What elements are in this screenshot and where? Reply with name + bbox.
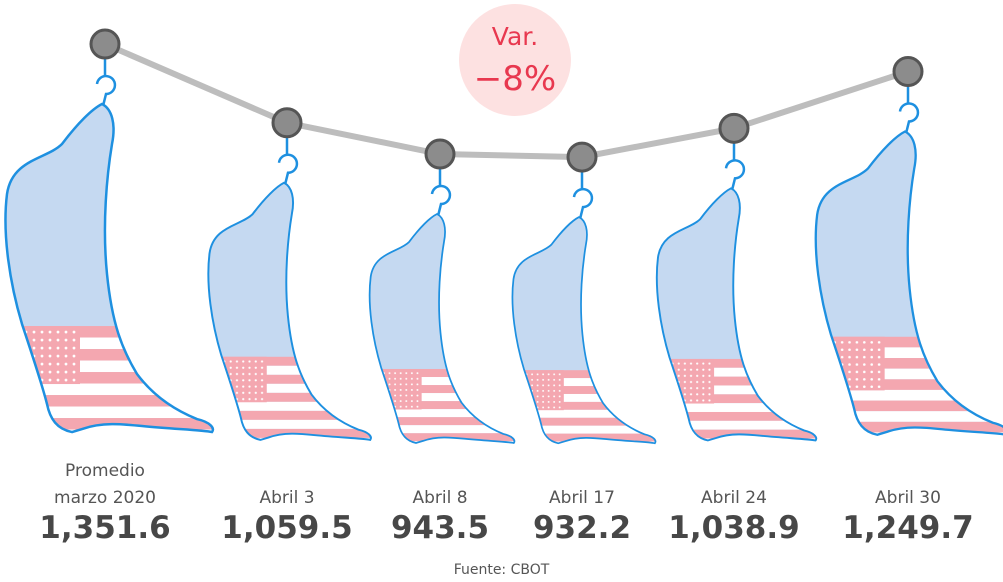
change-label: −8%	[474, 59, 556, 99]
hook	[277, 136, 299, 186]
flag-stripe	[208, 356, 371, 366]
flag-stripe	[815, 400, 1003, 412]
ham	[368, 213, 516, 444]
point	[892, 56, 924, 88]
flag-stripe	[815, 368, 1003, 380]
flag-canton	[512, 370, 564, 411]
flag-stripe	[208, 419, 371, 429]
flag-stripe	[369, 409, 515, 418]
flag-stripe	[656, 385, 817, 395]
point	[566, 141, 598, 173]
value-label: 943.5	[390, 510, 490, 546]
flag-stripe	[5, 360, 213, 373]
value-label: 1,059.5	[221, 510, 353, 546]
value-label: 1,038.9	[668, 510, 800, 546]
hook	[430, 168, 452, 217]
flag-canton	[815, 336, 885, 391]
flag-stripe	[815, 432, 1003, 435]
flag-canton	[208, 356, 267, 403]
flag-stripe	[512, 393, 656, 402]
hook	[898, 85, 920, 134]
flag-canton	[5, 326, 80, 385]
flag-stripe	[815, 358, 1003, 369]
flag-stripe	[512, 386, 656, 394]
flag-stripe	[369, 368, 515, 378]
change-bubble	[459, 4, 571, 116]
change-title: Var.	[492, 22, 538, 51]
flag-stripe	[512, 378, 656, 387]
flag-stripe	[369, 385, 515, 394]
flag-stripe	[512, 417, 656, 426]
flag-stripe	[512, 425, 656, 434]
flag-stripe	[369, 377, 515, 386]
flag-stripe	[512, 370, 656, 379]
flag-stripe	[5, 383, 213, 396]
flag-canton	[369, 368, 422, 410]
ham	[207, 181, 372, 441]
point	[718, 112, 750, 144]
flag-stripe	[369, 417, 515, 426]
value-label: 1,351.6	[39, 510, 171, 546]
hook	[95, 58, 117, 107]
hook	[724, 142, 746, 191]
ham	[511, 216, 657, 445]
point	[424, 138, 456, 170]
point	[89, 28, 121, 60]
flag-stripe	[369, 401, 515, 410]
flag-stripe	[815, 336, 1003, 348]
ham	[655, 187, 818, 442]
point	[271, 107, 303, 139]
flag-stripe	[656, 403, 817, 412]
flag-stripe	[5, 406, 213, 419]
flag-stripe	[815, 411, 1003, 422]
flag-stripe	[656, 358, 817, 368]
flag-stripe	[815, 347, 1003, 359]
flag-stripe	[208, 365, 371, 375]
flag-stripe	[5, 337, 213, 350]
flag-stripe	[656, 367, 817, 377]
ham	[4, 102, 215, 434]
flag-stripe	[369, 393, 515, 402]
flag-stripe	[656, 394, 817, 404]
category-label: Abril 17	[549, 488, 615, 508]
source: Fuente: CBOT	[453, 562, 550, 578]
flag-stripe	[656, 376, 817, 386]
category-label: Abril 8	[412, 488, 468, 508]
flag-stripe	[208, 392, 371, 402]
flag-stripe	[815, 379, 1003, 390]
flag-stripe	[815, 389, 1003, 401]
flag-stripe	[512, 401, 656, 410]
flag-stripe	[208, 383, 371, 393]
flag-stripe	[208, 374, 371, 384]
flag-stripe	[5, 395, 213, 407]
category-label: Promedio marzo 2020	[54, 461, 156, 508]
flag-stripe	[512, 409, 656, 418]
flag-stripe	[208, 401, 371, 411]
category-label: Abril 24	[701, 488, 767, 508]
ham	[814, 130, 1003, 436]
hook	[572, 171, 594, 220]
line	[103, 41, 909, 161]
flag-stripe	[656, 411, 817, 421]
flag-canton	[656, 358, 715, 404]
value-label: 932.2	[532, 510, 632, 546]
flag-stripe	[5, 349, 213, 361]
category-label: Abril 3	[259, 488, 315, 508]
flag-stripe	[5, 372, 213, 384]
value-label: 1,249.7	[842, 510, 974, 546]
category-label: Abril 30	[875, 488, 941, 508]
flag-stripe	[369, 425, 515, 434]
flag-stripe	[656, 420, 817, 430]
flag-stripe	[5, 326, 213, 338]
flag-stripe	[208, 410, 371, 420]
